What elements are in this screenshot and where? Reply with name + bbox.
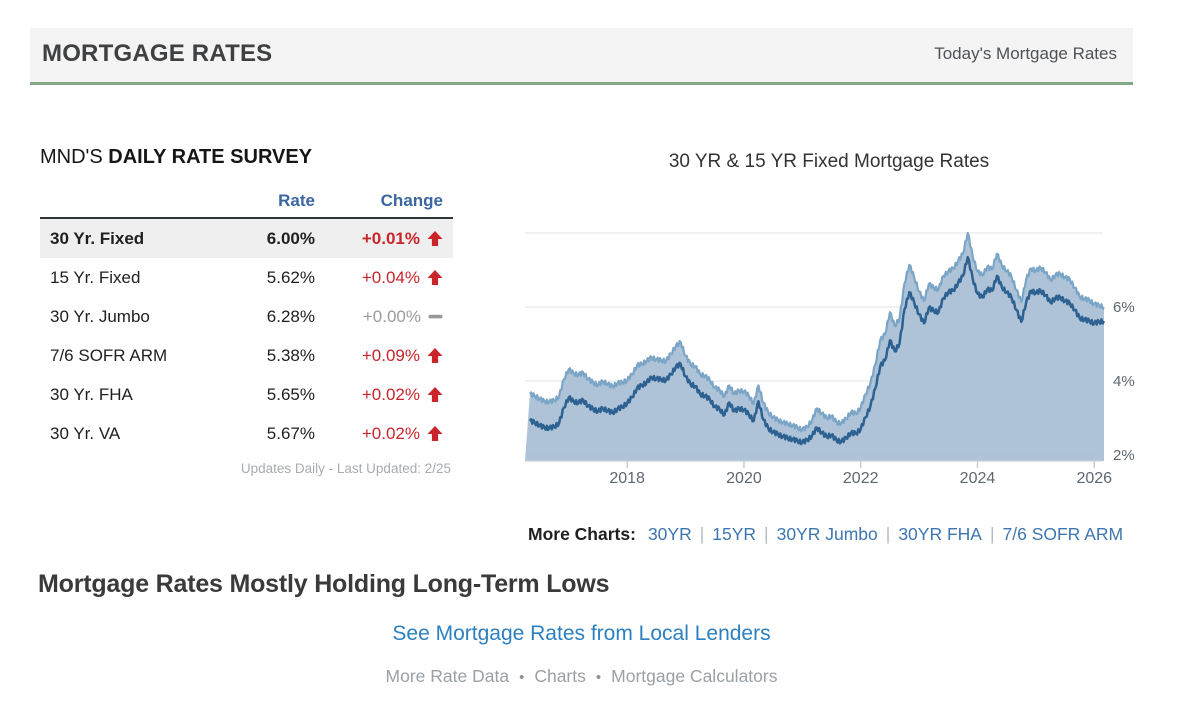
more-charts-row: More Charts: 30YR | 15YR | 30YR Jumbo | 30YR FH… bbox=[528, 524, 1123, 545]
up-arrow-icon bbox=[427, 426, 443, 441]
rate-row-label: 30 Yr. Fixed bbox=[50, 228, 145, 248]
svg-text:6%: 6% bbox=[1113, 299, 1135, 316]
chart-title: 30 YR & 15 YR Fixed Mortgage Rates bbox=[668, 151, 990, 172]
svg-text:2022: 2022 bbox=[843, 470, 879, 487]
footer-link-more-rate-data[interactable]: More Rate Data bbox=[385, 666, 510, 686]
rate-row-value: 5.62% bbox=[266, 267, 315, 287]
rate-table-row: 30 Yr. Jumbo 6.28% +0.00% bbox=[40, 297, 453, 336]
cta-row: See Mortgage Rates from Local Lenders bbox=[30, 622, 1133, 646]
rate-table-body: 30 Yr. Fixed 6.00% +0.01% 15 Yr. Fixed 5.62%… bbox=[40, 219, 453, 453]
svg-text:2020: 2020 bbox=[726, 470, 762, 487]
more-charts-link-15yr[interactable]: 15YR bbox=[712, 524, 757, 544]
footer-link-charts[interactable]: Charts bbox=[534, 666, 586, 686]
survey-title-prefix: MND'S bbox=[40, 146, 103, 168]
link-separator: | bbox=[989, 524, 995, 544]
rate-row-change: +0.09% bbox=[315, 346, 443, 366]
local-lenders-link[interactable]: See Mortgage Rates from Local Lenders bbox=[392, 622, 771, 645]
table-header-row: Rate Change bbox=[40, 191, 453, 219]
svg-text:2026: 2026 bbox=[1076, 470, 1112, 487]
rate-row-value: 6.00% bbox=[266, 228, 315, 248]
up-arrow-icon bbox=[427, 387, 443, 402]
rate-row-label: 7/6 SOFR ARM bbox=[50, 345, 168, 365]
rate-row-label: 30 Yr. Jumbo bbox=[50, 306, 150, 326]
survey-title-main: DAILY RATE SURVEY bbox=[108, 146, 313, 168]
footer-links-row: More Rate Data • Charts • Mortgage Calculato… bbox=[30, 666, 1133, 687]
footer-link-mortgage-calculators[interactable]: Mortgage Calculators bbox=[611, 666, 778, 686]
page-title: MORTGAGE RATES bbox=[42, 39, 273, 67]
more-charts-link-30yr[interactable]: 30YR bbox=[647, 524, 692, 544]
link-separator: | bbox=[699, 524, 705, 544]
rate-table-row: 15 Yr. Fixed 5.62% +0.04% bbox=[40, 258, 453, 297]
up-arrow-icon bbox=[427, 348, 443, 363]
rate-row-label: 15 Yr. Fixed bbox=[50, 267, 141, 287]
header-bar: MORTGAGE RATES Today's Mortgage Rates bbox=[30, 28, 1133, 85]
more-charts-link-30yr-fha[interactable]: 30YR FHA bbox=[898, 524, 982, 544]
up-arrow-icon bbox=[427, 270, 443, 285]
up-arrow-icon bbox=[427, 231, 443, 246]
rate-table-row: 30 Yr. Fixed 6.00% +0.01% bbox=[40, 219, 453, 258]
todays-mortgage-rates-link[interactable]: Today's Mortgage Rates bbox=[934, 43, 1117, 63]
column-header-change: Change bbox=[380, 191, 443, 210]
bullet-separator: • bbox=[595, 669, 602, 686]
rate-table-row: 30 Yr. VA 5.67% +0.02% bbox=[40, 414, 453, 453]
more-charts-link-7-6-sofr-arm[interactable]: 7/6 SOFR ARM bbox=[1002, 524, 1124, 544]
link-separator: | bbox=[885, 524, 891, 544]
rate-row-change: +0.02% bbox=[315, 385, 443, 405]
rate-row-label: 30 Yr. VA bbox=[50, 423, 121, 443]
svg-text:2024: 2024 bbox=[960, 470, 996, 487]
rate-row-value: 5.65% bbox=[266, 384, 315, 404]
bullet-separator: • bbox=[519, 669, 525, 686]
last-updated-note: Updates Daily - Last Updated: 2/25 bbox=[240, 461, 451, 476]
rate-row-label: 30 Yr. FHA bbox=[50, 384, 133, 404]
chart-section: 30 YR & 15 YR Fixed Mortgage Rates 2018 2… bbox=[520, 0, 1138, 560]
svg-text:2%: 2% bbox=[1113, 447, 1135, 464]
rate-row-value: 5.67% bbox=[266, 423, 315, 443]
rate-row-value: 6.28% bbox=[266, 306, 315, 326]
rate-row-change: +0.02% bbox=[315, 424, 443, 444]
rate-table-row: 7/6 SOFR ARM 5.38% +0.09% bbox=[40, 336, 453, 375]
article-headline[interactable]: Mortgage Rates Mostly Holding Long-Term … bbox=[38, 570, 610, 598]
survey-title: MND'S DAILY RATE SURVEY bbox=[40, 146, 453, 169]
daily-rate-survey: MND'S DAILY RATE SURVEY Rate Change 30 Y… bbox=[40, 138, 453, 476]
svg-text:4%: 4% bbox=[1113, 373, 1135, 390]
column-header-rate: Rate bbox=[278, 191, 315, 210]
rate-row-value: 5.38% bbox=[266, 345, 315, 365]
rate-row-change: +0.00% bbox=[315, 307, 443, 327]
rate-history-chart: 2018 2020 2022 2024 2026 6% 4% 2% bbox=[525, 231, 1135, 487]
more-charts-link-30yr-jumbo[interactable]: 30YR Jumbo bbox=[776, 524, 878, 544]
link-separator: | bbox=[764, 524, 769, 544]
rate-row-change: +0.01% bbox=[315, 229, 443, 249]
rate-row-change: +0.04% bbox=[315, 268, 443, 288]
flat-dash-icon bbox=[428, 314, 443, 319]
more-charts-label: More Charts: bbox=[528, 524, 636, 544]
svg-text:2018: 2018 bbox=[609, 470, 645, 487]
rate-table-row: 30 Yr. FHA 5.65% +0.02% bbox=[40, 375, 453, 414]
